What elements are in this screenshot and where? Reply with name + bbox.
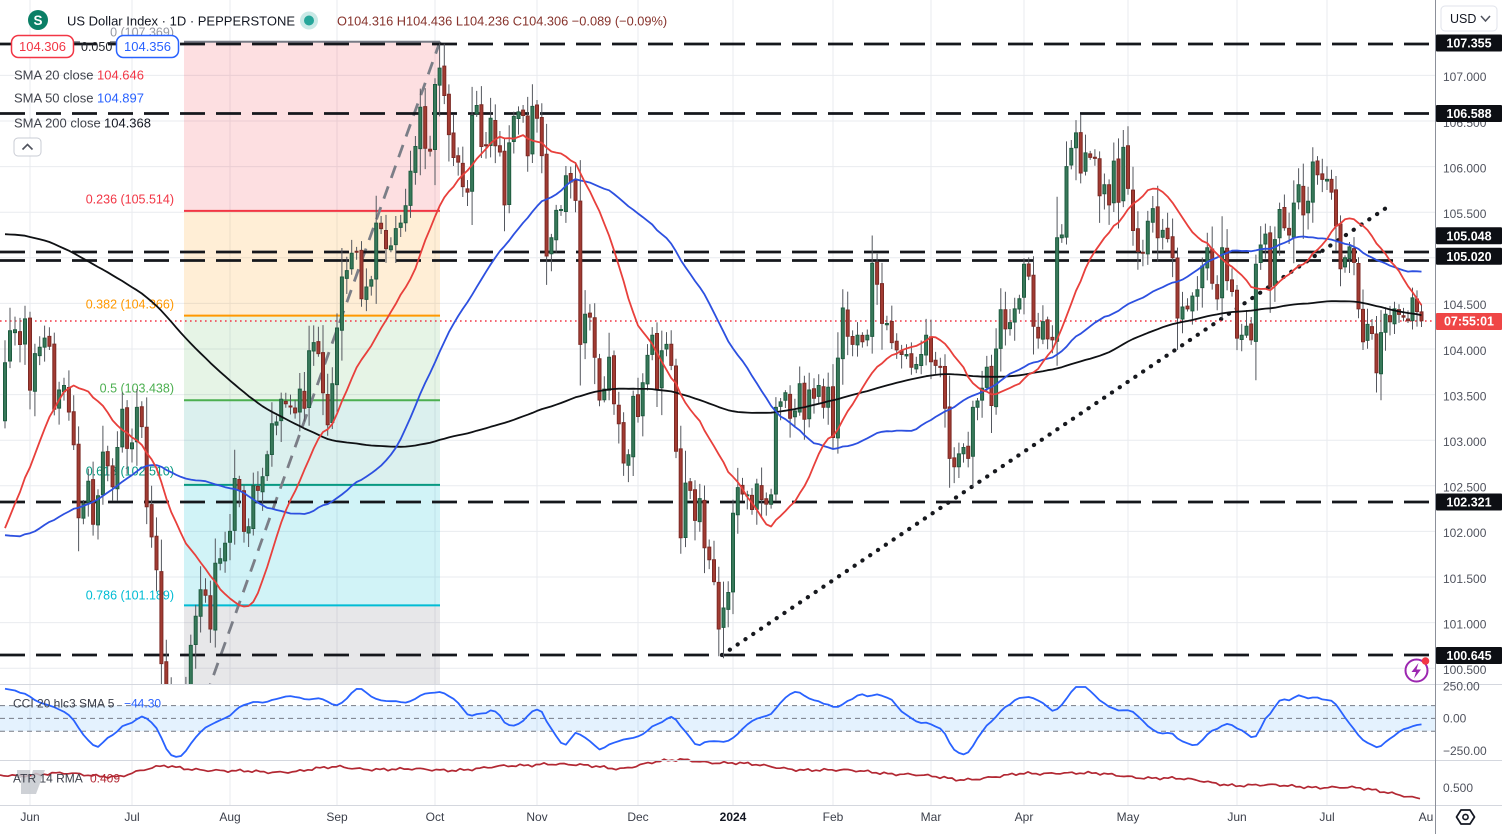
svg-text:0.786 (101.189): 0.786 (101.189) xyxy=(86,588,174,602)
svg-text:101.500: 101.500 xyxy=(1443,572,1487,586)
svg-text:104.500: 104.500 xyxy=(1443,298,1487,312)
svg-text:CCI 20 hlc3 SMA 5: CCI 20 hlc3 SMA 5 xyxy=(13,697,115,711)
svg-text:USD: USD xyxy=(1450,12,1476,26)
svg-text:104.368: 104.368 xyxy=(104,116,151,131)
svg-text:102.000: 102.000 xyxy=(1443,526,1487,540)
svg-text:0.236 (105.514): 0.236 (105.514) xyxy=(86,192,174,206)
svg-text:SMA 20 close: SMA 20 close xyxy=(14,68,94,83)
svg-text:100.645: 100.645 xyxy=(1446,649,1491,663)
svg-text:SMA 200 close: SMA 200 close xyxy=(14,116,101,131)
svg-text:ATR 14 RMA: ATR 14 RMA xyxy=(13,772,83,786)
svg-text:0.00: 0.00 xyxy=(1443,712,1467,726)
svg-text:Aug: Aug xyxy=(219,810,240,824)
svg-text:SMA 50 close: SMA 50 close xyxy=(14,91,94,106)
svg-text:Jun: Jun xyxy=(1227,810,1246,824)
svg-text:105.500: 105.500 xyxy=(1443,207,1487,221)
svg-text:104.356: 104.356 xyxy=(124,39,171,54)
svg-text:103.500: 103.500 xyxy=(1443,389,1487,403)
svg-text:107.000: 107.000 xyxy=(1443,70,1487,84)
svg-text:104.306: 104.306 xyxy=(19,39,66,54)
svg-text:107.355: 107.355 xyxy=(1446,37,1491,51)
svg-text:0.409: 0.409 xyxy=(90,772,120,786)
svg-text:104.000: 104.000 xyxy=(1443,344,1487,358)
svg-text:106.000: 106.000 xyxy=(1443,161,1487,175)
svg-text:102.321: 102.321 xyxy=(1446,496,1491,510)
svg-text:104.897: 104.897 xyxy=(97,91,144,106)
svg-text:2024: 2024 xyxy=(720,810,747,824)
svg-text:O104.316 H104.436 L104.236 C10: O104.316 H104.436 L104.236 C104.306 −0.0… xyxy=(337,14,667,29)
svg-text:100.500: 100.500 xyxy=(1443,663,1487,677)
svg-text:Jul: Jul xyxy=(1319,810,1334,824)
svg-text:103.000: 103.000 xyxy=(1443,435,1487,449)
svg-text:US Dollar Index · 1D · PEPPERS: US Dollar Index · 1D · PEPPERSTONE xyxy=(67,14,295,29)
svg-text:102.500: 102.500 xyxy=(1443,481,1487,495)
svg-text:250.00: 250.00 xyxy=(1443,680,1480,694)
svg-text:0.500: 0.500 xyxy=(1443,781,1473,795)
svg-text:S: S xyxy=(33,13,42,28)
svg-text:0.050: 0.050 xyxy=(81,40,112,54)
svg-text:May: May xyxy=(1117,810,1140,824)
svg-text:Jul: Jul xyxy=(124,810,139,824)
svg-text:Nov: Nov xyxy=(526,810,547,824)
svg-text:Dec: Dec xyxy=(627,810,648,824)
svg-text:−250.00: −250.00 xyxy=(1443,744,1487,758)
svg-text:104.646: 104.646 xyxy=(97,68,144,83)
svg-text:Mar: Mar xyxy=(921,810,942,824)
svg-text:0.5 (103.438): 0.5 (103.438) xyxy=(100,381,174,395)
svg-text:Jun: Jun xyxy=(20,810,39,824)
svg-text:Oct: Oct xyxy=(426,810,445,824)
svg-text:105.020: 105.020 xyxy=(1446,250,1491,264)
svg-text:Sep: Sep xyxy=(326,810,348,824)
svg-text:07:55:01: 07:55:01 xyxy=(1444,315,1494,329)
svg-text:106.588: 106.588 xyxy=(1446,107,1491,121)
svg-text:−44.30: −44.30 xyxy=(124,697,161,711)
svg-text:105.048: 105.048 xyxy=(1446,229,1491,243)
svg-text:Apr: Apr xyxy=(1015,810,1034,824)
svg-text:101.000: 101.000 xyxy=(1443,617,1487,631)
svg-text:Feb: Feb xyxy=(823,810,844,824)
svg-text:Au: Au xyxy=(1419,810,1434,824)
